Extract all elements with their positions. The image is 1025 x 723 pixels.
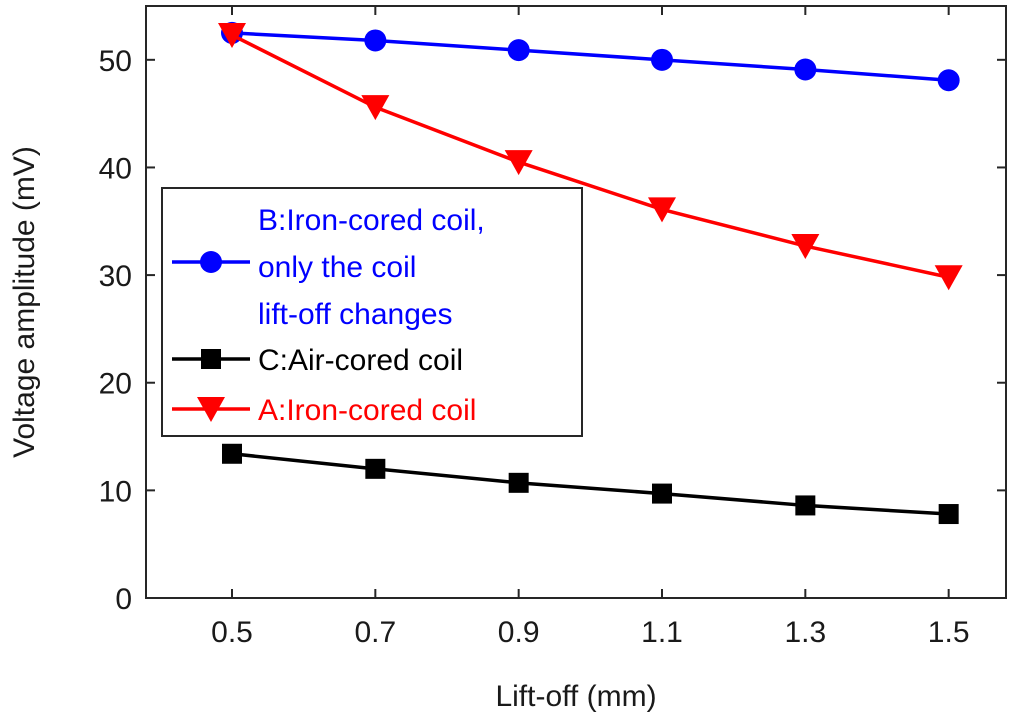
series-square	[222, 443, 959, 525]
x-tick-label: 0.9	[498, 616, 540, 649]
series-layer	[218, 21, 963, 525]
data-point-circle	[651, 48, 673, 71]
data-point-triangle-down	[791, 234, 820, 260]
y-tick-label: 20	[99, 368, 132, 401]
legend-entry: B:Iron-cored coil, only the coil lift-off …	[172, 204, 485, 331]
series-line	[231, 33, 950, 279]
x-tick-label: 1.3	[784, 616, 826, 649]
series-line	[231, 452, 949, 516]
data-point-circle	[507, 39, 530, 62]
legend-label: B:Iron-cored coil,	[258, 204, 485, 237]
series-line	[231, 31, 949, 83]
y-tick-label: 40	[99, 152, 132, 185]
data-point-triangle-down	[218, 23, 246, 49]
x-tick-label: 0.5	[211, 616, 253, 649]
x-tick-label: 1.1	[641, 616, 683, 649]
y-tick-label: 50	[99, 45, 132, 78]
legend-box	[161, 187, 583, 437]
x-axis-label: Lift-off (mm)	[495, 680, 656, 713]
y-tick-label: 30	[99, 260, 132, 293]
legend: B:Iron-cored coil, only the coil lift-off …	[161, 187, 583, 437]
x-axis-ticks: 0.5 0.7 0.9 1.1 1.3 1.5	[211, 6, 970, 649]
legend-marker-triangle-down	[197, 397, 225, 422]
y-tick-label: 10	[99, 475, 132, 508]
y-axis-ticks: 0 10 20 30 40 50	[99, 45, 1006, 616]
data-point-triangle-down	[361, 95, 390, 121]
legend-marker-circle	[200, 251, 222, 273]
data-point-triangle-down	[648, 197, 676, 223]
data-point-triangle-down	[504, 150, 533, 176]
data-point-square	[938, 504, 959, 525]
data-point-circle	[364, 29, 387, 52]
data-point-square	[508, 472, 529, 493]
data-point-circle	[794, 58, 817, 81]
legend-label: only the coil	[258, 251, 416, 284]
data-point-square	[795, 495, 816, 516]
data-point-square	[365, 458, 386, 479]
legend-marker-square	[201, 349, 221, 369]
legend-label: C:Air-cored coil	[258, 344, 463, 377]
x-tick-label: 0.7	[354, 616, 396, 649]
series-triangle-down	[218, 23, 963, 291]
data-point-triangle-down	[934, 265, 963, 291]
legend-label: A:Iron-cored coil	[258, 394, 476, 427]
data-point-square	[652, 483, 672, 504]
data-point-square	[222, 443, 242, 464]
y-tick-label: 0	[115, 583, 132, 616]
legend-entry: A:Iron-cored coil	[172, 394, 476, 427]
legend-entry: C:Air-cored coil	[172, 344, 463, 377]
x-tick-label: 1.5	[928, 616, 970, 649]
y-axis-label: Voltage amplitude (mV)	[8, 146, 41, 458]
data-point-circle	[937, 69, 960, 92]
legend-label: lift-off changes	[258, 298, 453, 331]
